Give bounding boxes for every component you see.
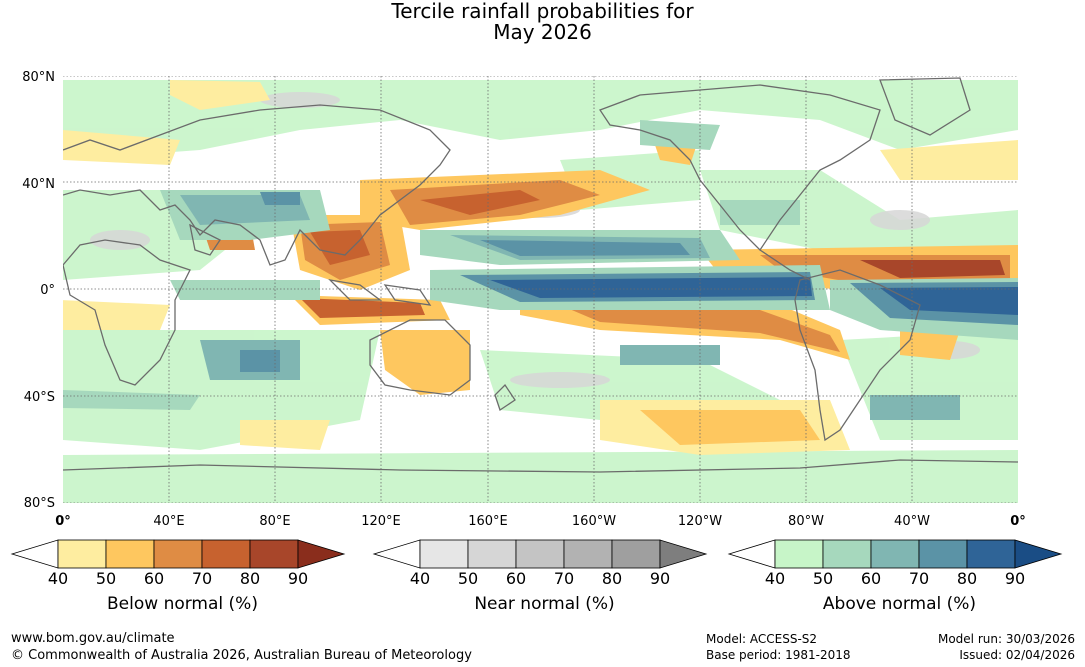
colorbar-low-triangle bbox=[727, 539, 776, 569]
colorbar-swatch bbox=[870, 539, 920, 569]
lon-label-120e: 120°E bbox=[361, 514, 401, 529]
lon-label-40w: 40°W bbox=[894, 514, 930, 529]
above-tick-60: 60 bbox=[861, 569, 881, 586]
near-tick-90: 90 bbox=[650, 569, 670, 586]
lon-label-160e: 160°E bbox=[468, 514, 508, 529]
colorbar-swatch bbox=[249, 539, 299, 569]
colorbar-swatch bbox=[563, 539, 613, 569]
below-tick-70: 70 bbox=[192, 569, 212, 586]
below-tick-50: 50 bbox=[96, 569, 116, 586]
above-normal-colorbar: 40 50 60 70 80 90 bbox=[727, 539, 1063, 586]
below-tick-40: 40 bbox=[48, 569, 68, 586]
colorbar-high-triangle bbox=[1014, 539, 1063, 569]
above-tick-90: 90 bbox=[1005, 569, 1025, 586]
model-name: Model: ACCESS-S2 bbox=[706, 632, 818, 646]
lat-label-40n: 40°N bbox=[22, 177, 55, 192]
colorbar-swatch bbox=[57, 539, 107, 569]
coastlines bbox=[63, 77, 1018, 473]
near-tick-50: 50 bbox=[458, 569, 478, 586]
colorbar-swatch bbox=[419, 539, 469, 569]
colorbar-low-triangle bbox=[10, 539, 59, 569]
lat-label-0: 0° bbox=[40, 283, 55, 298]
colorbar-high-triangle bbox=[297, 539, 346, 569]
near-tick-80: 80 bbox=[602, 569, 622, 586]
below-normal-swatches bbox=[10, 539, 346, 569]
above-normal-swatches bbox=[727, 539, 1063, 569]
lon-label-40e: 40°E bbox=[153, 514, 184, 529]
map-title-line2: May 2026 bbox=[493, 20, 592, 44]
lat-label-80n: 80°N bbox=[22, 70, 55, 85]
near-tick-70: 70 bbox=[554, 569, 574, 586]
near-normal-title: Near normal (%) bbox=[474, 594, 615, 614]
below-tick-80: 80 bbox=[240, 569, 260, 586]
lon-label-160w: 160°W bbox=[572, 514, 616, 529]
lat-label-40s: 40°S bbox=[24, 390, 55, 405]
lon-label-120w: 120°W bbox=[678, 514, 722, 529]
above-tick-50: 50 bbox=[813, 569, 833, 586]
map-title-line1: Tercile rainfall probabilities for bbox=[391, 0, 694, 23]
below-tick-60: 60 bbox=[144, 569, 164, 586]
above-normal-regions bbox=[63, 120, 1018, 420]
near-normal-colorbar: 40 50 60 70 80 90 bbox=[372, 539, 708, 586]
colorbar-high-triangle bbox=[659, 539, 708, 569]
issued-date: Issued: 02/04/2026 bbox=[959, 648, 1075, 662]
below-normal-title: Below normal (%) bbox=[107, 594, 258, 614]
colorbar-swatch bbox=[774, 539, 824, 569]
colorbar-swatch bbox=[966, 539, 1016, 569]
website-link[interactable]: www.bom.gov.au/climate bbox=[11, 631, 175, 646]
colorbar-swatch bbox=[467, 539, 517, 569]
below-normal-colorbar: 40 50 60 70 80 90 bbox=[10, 539, 346, 586]
colorbar-swatch bbox=[105, 539, 155, 569]
colorbar-swatch bbox=[822, 539, 872, 569]
lon-label-80w: 80°W bbox=[788, 514, 824, 529]
above-tick-80: 80 bbox=[957, 569, 977, 586]
colorbar-swatch bbox=[515, 539, 565, 569]
above-tick-70: 70 bbox=[909, 569, 929, 586]
colorbar-swatch bbox=[611, 539, 661, 569]
lon-label-0-left: 0° bbox=[55, 514, 71, 529]
graticule bbox=[63, 76, 1018, 503]
above-tick-40: 40 bbox=[765, 569, 785, 586]
colorbar-swatch bbox=[201, 539, 251, 569]
base-period: Base period: 1981-2018 bbox=[706, 648, 851, 662]
probability-map: 80°N 40°N 0° 40°S 80°S 0° 40°E 80°E 120°… bbox=[22, 70, 1026, 529]
model-run-date: Model run: 30/03/2026 bbox=[937, 632, 1075, 646]
lat-label-80s: 80°S bbox=[24, 496, 55, 511]
near-tick-40: 40 bbox=[410, 569, 430, 586]
above-normal-title: Above normal (%) bbox=[822, 594, 977, 614]
colorbar-low-triangle bbox=[372, 539, 421, 569]
colorbar-swatch bbox=[153, 539, 203, 569]
near-tick-60: 60 bbox=[506, 569, 526, 586]
below-tick-90: 90 bbox=[288, 569, 308, 586]
near-normal-swatches bbox=[372, 539, 708, 569]
lon-label-0-right: 0° bbox=[1010, 514, 1026, 529]
lon-label-80e: 80°E bbox=[259, 514, 290, 529]
colorbar-swatch bbox=[918, 539, 968, 569]
copyright-text: © Commonwealth of Australia 2026, Austra… bbox=[11, 648, 472, 663]
